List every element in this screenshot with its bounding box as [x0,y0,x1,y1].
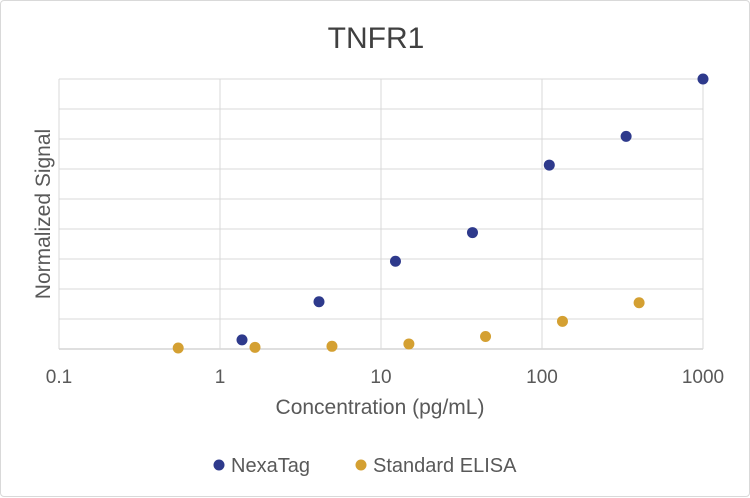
legend-label: Standard ELISA [373,455,517,477]
data-point [480,331,492,343]
legend-marker [213,459,225,471]
legend-marker [355,459,367,471]
data-point [556,315,568,327]
legend: NexaTag Standard ELISA [213,455,517,477]
x-tick-labels: 0.1 1 10 100 1000 [46,367,724,388]
data-points [172,73,709,354]
grid [58,78,704,350]
legend-label: NexaTag [231,455,310,477]
x-tick-label: 10 [370,367,391,388]
data-point [466,227,478,239]
data-point [172,342,184,354]
data-point [697,73,709,85]
x-axis-label: Concentration (pg/mL) [276,396,485,419]
data-point [326,340,338,352]
data-point [389,255,401,267]
data-point [403,338,415,350]
x-tick-label: 1 [215,367,226,388]
y-axis-label: Normalized Signal [32,129,55,299]
x-tick-label: 0.1 [46,367,72,388]
x-tick-label: 1000 [682,367,724,388]
chart-title: TNFR1 [328,22,425,55]
data-point [633,297,645,309]
x-tick-label: 100 [526,367,558,388]
data-point [543,159,555,171]
data-point [313,296,325,308]
data-point [249,341,261,353]
data-point [620,130,632,142]
data-point [236,334,248,346]
